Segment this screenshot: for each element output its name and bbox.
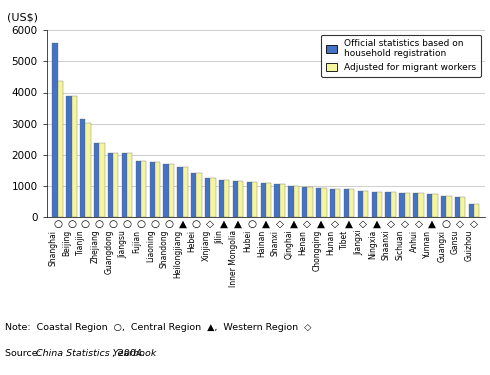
Text: Source:: Source: <box>5 349 44 358</box>
Bar <box>377 192 382 217</box>
Text: Guangxi: Guangxi <box>437 230 446 262</box>
Text: Hubei: Hubei <box>243 230 252 252</box>
Text: Gansu: Gansu <box>451 230 460 254</box>
Bar <box>52 42 58 218</box>
Text: Guizhou: Guizhou <box>465 230 474 261</box>
Bar <box>294 186 299 218</box>
Text: Zhejiang: Zhejiang <box>90 230 99 263</box>
Bar <box>99 144 104 218</box>
Bar <box>136 161 141 218</box>
Text: Qinghai: Qinghai <box>285 230 294 260</box>
Bar <box>302 187 307 218</box>
Text: Tibet: Tibet <box>340 230 349 249</box>
Bar <box>80 119 85 218</box>
Text: Hainan: Hainan <box>257 230 266 257</box>
Bar <box>280 184 285 218</box>
Bar <box>177 166 183 218</box>
Text: China Statistics Yearbook: China Statistics Yearbook <box>36 349 157 358</box>
Bar <box>460 198 465 217</box>
Bar <box>183 166 188 218</box>
Bar <box>427 194 432 217</box>
Bar <box>191 173 196 217</box>
Legend: Official statistics based on
household registration, Adjusted for migrant worker: Official statistics based on household r… <box>321 34 481 76</box>
Bar <box>330 189 335 218</box>
Bar <box>246 182 252 218</box>
Text: Shanghai: Shanghai <box>49 230 58 266</box>
Text: Inner Mongolia: Inner Mongolia <box>229 230 238 287</box>
Bar <box>122 153 127 218</box>
Text: Note:  Coastal Region  ○,  Central Region  ▲,  Western Region  ◇: Note: Coastal Region ○, Central Region ▲… <box>5 323 311 332</box>
Text: Fujian: Fujian <box>132 230 141 253</box>
Bar <box>413 193 418 217</box>
Bar <box>72 96 77 218</box>
Bar <box>288 186 294 218</box>
Bar <box>94 144 99 218</box>
Bar <box>219 180 224 218</box>
Text: Shanxi: Shanxi <box>270 230 280 256</box>
Bar <box>205 178 210 218</box>
Text: Sichuan: Sichuan <box>395 230 405 260</box>
Bar <box>474 204 479 218</box>
Text: Xinjiang: Xinjiang <box>201 230 210 261</box>
Bar <box>363 191 368 217</box>
Bar <box>238 181 244 218</box>
Bar <box>113 153 119 218</box>
Text: Beijing: Beijing <box>63 230 72 256</box>
Bar <box>196 173 202 217</box>
Text: Yunnan: Yunnan <box>423 230 432 258</box>
Text: Anhui: Anhui <box>410 230 418 252</box>
Bar <box>307 187 313 218</box>
Bar <box>469 204 474 218</box>
Text: Chongqing: Chongqing <box>312 230 321 271</box>
Bar <box>418 193 424 217</box>
Bar <box>127 153 132 218</box>
Bar <box>169 164 174 218</box>
Bar <box>266 183 271 218</box>
Text: Liaoning: Liaoning <box>146 230 155 262</box>
Bar <box>85 123 91 218</box>
Bar <box>149 162 155 218</box>
Text: (US$): (US$) <box>7 12 38 22</box>
Text: Tianjin: Tianjin <box>76 230 85 255</box>
Bar <box>335 189 341 218</box>
Text: Hebei: Hebei <box>188 230 196 252</box>
Bar <box>233 181 238 218</box>
Text: , 2004.: , 2004. <box>112 349 145 358</box>
Bar <box>446 196 451 217</box>
Bar <box>224 180 229 218</box>
Bar <box>455 198 460 217</box>
Text: Jilin: Jilin <box>215 230 224 244</box>
Bar <box>141 161 146 218</box>
Bar <box>441 196 446 217</box>
Bar <box>349 189 354 217</box>
Bar <box>386 192 391 217</box>
Text: Hunan: Hunan <box>326 230 335 255</box>
Text: Ningxia: Ningxia <box>368 230 377 259</box>
Bar <box>316 188 321 218</box>
Bar <box>66 96 72 218</box>
Text: Jiangxi: Jiangxi <box>354 230 363 255</box>
Bar <box>321 188 327 218</box>
Text: Guangdong: Guangdong <box>104 230 113 274</box>
Bar <box>155 162 160 218</box>
Text: Shandong: Shandong <box>160 230 169 268</box>
Bar <box>261 183 266 218</box>
Bar <box>108 153 113 218</box>
Text: Henan: Henan <box>298 230 307 255</box>
Bar <box>274 184 280 218</box>
Bar <box>358 191 363 217</box>
Bar <box>391 192 396 217</box>
Bar <box>163 164 169 218</box>
Bar <box>252 182 257 218</box>
Bar <box>405 193 410 217</box>
Bar <box>432 194 438 217</box>
Text: Jiangsu: Jiangsu <box>118 230 127 258</box>
Bar <box>58 81 63 218</box>
Text: Shaanxi: Shaanxi <box>382 230 391 260</box>
Bar <box>399 193 405 217</box>
Bar <box>210 178 216 218</box>
Text: Heilongjiang: Heilongjiang <box>173 230 183 278</box>
Bar <box>371 192 377 217</box>
Bar <box>344 189 349 217</box>
